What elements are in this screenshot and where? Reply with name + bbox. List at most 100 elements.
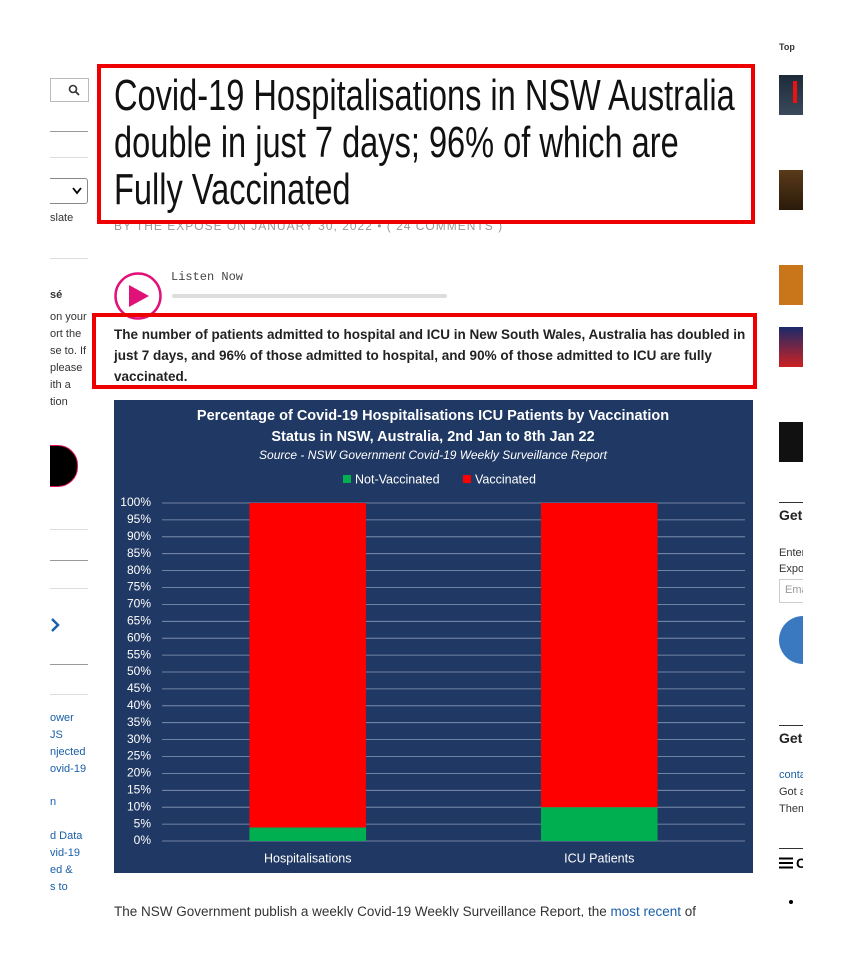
y-tick-label: 55%: [127, 647, 151, 661]
divider: [50, 258, 88, 259]
bar-segment: [540, 503, 658, 808]
thumbnail[interactable]: [779, 170, 803, 210]
chart: Percentage of Covid-19 Hospitalisations …: [114, 400, 753, 873]
y-tick-label: 50%: [127, 664, 151, 678]
sidebar-text: ith a: [50, 379, 71, 391]
y-tick-label: 85%: [127, 546, 151, 560]
chart-subtitle: Source - NSW Government Covid-19 Weekly …: [259, 448, 608, 462]
y-tick-label: 5%: [134, 816, 152, 830]
legend-label: Vaccinated: [475, 472, 536, 486]
top-label: Top: [779, 42, 795, 52]
bar-segment: [540, 807, 658, 841]
sidebar-text: se to. If: [50, 345, 87, 357]
y-tick-label: 0%: [134, 833, 152, 847]
widget-heading: Get N: [779, 507, 803, 523]
divider: [50, 157, 88, 158]
donate-button[interactable]: [50, 445, 78, 487]
language-select[interactable]: [50, 178, 88, 204]
title-box: Covid-19 Hospitalisations in NSW Austral…: [97, 64, 755, 224]
y-tick-label: 70%: [127, 597, 151, 611]
y-tick-label: 100%: [120, 495, 151, 509]
chevron: [72, 187, 82, 195]
sidebar-text: tion: [50, 396, 68, 408]
audio-progress[interactable]: [172, 294, 447, 298]
sidebar-link[interactable]: njected: [50, 746, 86, 758]
sidebar-link[interactable]: JS: [50, 729, 63, 741]
divider: [779, 502, 803, 503]
bar-segment: [249, 827, 367, 841]
y-tick-label: 10%: [127, 799, 151, 813]
chart-title: Percentage of Covid-19 Hospitalisations …: [197, 408, 669, 424]
translate-label: slate: [50, 212, 74, 224]
divider: [50, 588, 88, 589]
legend-swatch: [463, 475, 471, 483]
y-tick-label: 95%: [127, 512, 151, 526]
divider: [50, 131, 88, 132]
menu-icon[interactable]: [779, 857, 793, 869]
bar-segment: [249, 503, 367, 828]
left-sidebar: slate sé on your ort the se to. If pleas…: [50, 0, 90, 963]
summary-box: The number of patients admitted to hospi…: [92, 313, 757, 389]
divider: [779, 848, 803, 849]
widget-text: Expo: [779, 563, 803, 575]
y-tick-label: 60%: [127, 630, 151, 644]
y-tick-label: 80%: [127, 563, 151, 577]
right-sidebar: Top Get N Enter Expo Ema Get i conta Got…: [779, 0, 803, 963]
menu-label: C: [796, 855, 803, 871]
body-text: The NSW Government publish a weekly Covi…: [114, 904, 607, 917]
sidebar-link[interactable]: ower: [50, 712, 74, 724]
y-tick-label: 25%: [127, 749, 151, 763]
bullet: [789, 900, 793, 904]
email-input[interactable]: Ema: [779, 579, 803, 603]
y-tick-label: 35%: [127, 715, 151, 729]
body-text: The NSW Government publish a weekly Covi…: [114, 904, 753, 917]
play-button[interactable]: [113, 271, 163, 321]
thumbnail[interactable]: [779, 422, 803, 462]
audio-label: Listen Now: [171, 270, 244, 284]
x-tick-label: ICU Patients: [564, 851, 634, 865]
thumbnail[interactable]: [779, 75, 803, 115]
search-box[interactable]: [50, 78, 89, 102]
y-tick-label: 75%: [127, 580, 151, 594]
y-tick-label: 20%: [127, 766, 151, 780]
widget-text: Got a: [779, 786, 803, 798]
y-tick-label: 30%: [127, 732, 151, 746]
sidebar-text: ort the: [50, 328, 82, 340]
x-tick-label: Hospitalisations: [264, 851, 352, 865]
widget-heading: Get i: [779, 730, 803, 746]
y-tick-label: 15%: [127, 782, 151, 796]
divider: [50, 694, 88, 695]
widget-text: Enter: [779, 547, 803, 559]
widget-link[interactable]: conta: [779, 769, 803, 781]
body-link[interactable]: most recent: [610, 904, 682, 917]
next-arrow[interactable]: [50, 617, 60, 633]
sidebar-link[interactable]: d Data: [50, 830, 83, 842]
y-tick-label: 40%: [127, 698, 151, 712]
divider: [50, 560, 88, 561]
body-text: of: [684, 904, 697, 917]
article-title: Covid-19 Hospitalisations in NSW Austral…: [114, 71, 735, 214]
summary: The number of patients admitted to hospi…: [114, 327, 746, 384]
sidebar-link[interactable]: vid-19: [50, 847, 80, 859]
thumbnail[interactable]: [779, 327, 803, 367]
sidebar-link[interactable]: n: [50, 796, 57, 808]
sidebar-heading: sé: [50, 289, 63, 301]
y-tick-label: 90%: [127, 529, 151, 543]
sidebar-text: please: [50, 362, 83, 374]
divider: [50, 529, 88, 530]
divider: [50, 664, 88, 665]
sidebar-text: on your: [50, 311, 87, 323]
thumbnail[interactable]: [779, 265, 803, 305]
sidebar-link[interactable]: ed &: [50, 864, 73, 876]
divider: [779, 725, 803, 726]
sidebar-link[interactable]: ovid-19: [50, 763, 87, 775]
subscribe-button[interactable]: [779, 616, 803, 664]
y-tick-label: 65%: [127, 613, 151, 627]
y-tick-label: 45%: [127, 681, 151, 695]
sidebar-link[interactable]: s to: [50, 881, 68, 893]
legend-swatch: [343, 475, 351, 483]
chart-title: Status in NSW, Australia, 2nd Jan to 8th…: [271, 429, 594, 445]
placeholder: Ema: [785, 584, 803, 596]
legend-label: Not-Vaccinated: [355, 472, 440, 486]
